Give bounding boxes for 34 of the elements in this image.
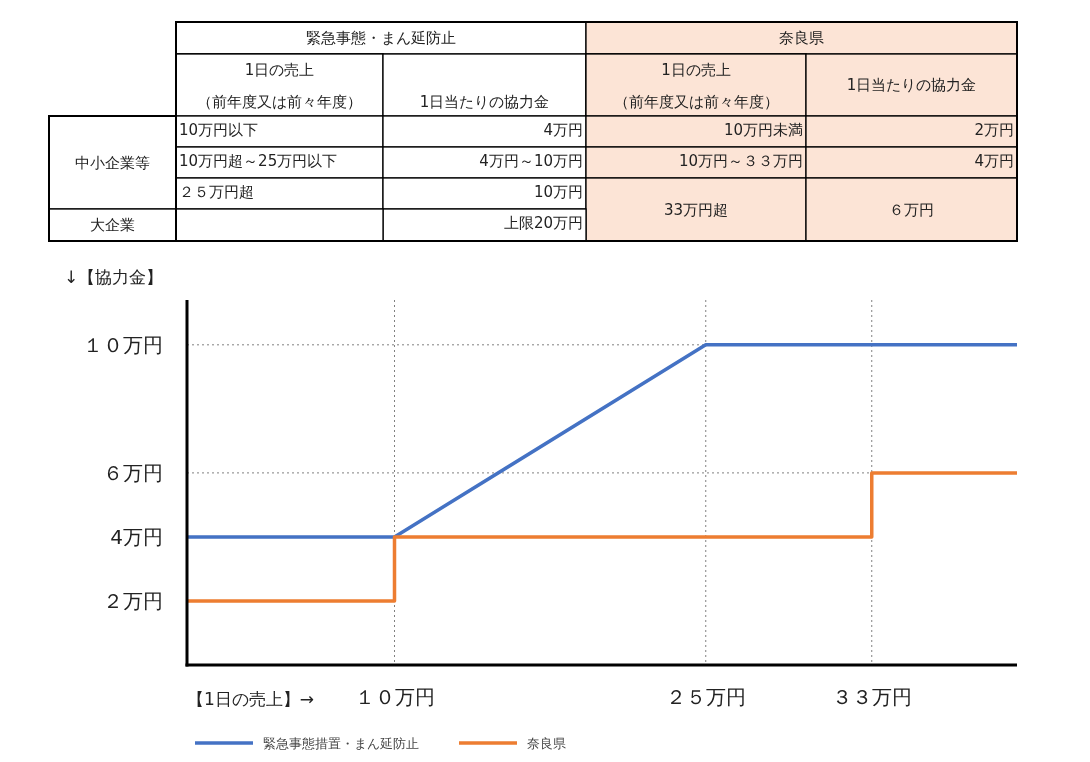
text: 10万円未満: [723, 121, 803, 139]
text: 4万円: [543, 121, 583, 139]
text: 大企業: [90, 216, 135, 234]
text: 上限20万円: [503, 214, 583, 232]
y-tick-label: １０万円: [83, 332, 163, 357]
text: 1日当たりの協力金: [846, 76, 977, 94]
text: 10万円超～25万円以下: [179, 152, 338, 170]
legend-label: 奈良県: [527, 735, 566, 751]
text: ６万円: [889, 200, 934, 219]
text: 4万円～10万円: [479, 152, 583, 170]
text: 緊急事態・まん延防止: [306, 29, 456, 47]
x-axis-title: 【1日の売上】→: [187, 689, 315, 709]
x-tick-label: ３３万円: [831, 685, 912, 709]
text: 10万円～３３万円: [678, 152, 803, 170]
text: 1日当たりの協力金: [419, 93, 550, 111]
text: （前年度又は前々年度）: [197, 93, 362, 111]
x-tick-label: ２５万円: [665, 685, 746, 709]
text: 2万円: [974, 121, 1014, 139]
text: 4万円: [974, 152, 1014, 170]
y-tick-label: ６万円: [103, 460, 163, 485]
text: 33万円超: [663, 200, 729, 219]
x-tick-label: １０万円: [354, 685, 435, 709]
text: 1日の売上: [244, 61, 315, 79]
text: 奈良県: [779, 29, 824, 47]
y-tick-label: 4万円: [110, 524, 163, 549]
text: ２５万円超: [179, 183, 254, 201]
y-tick-label: ２万円: [103, 588, 163, 613]
text: （前年度又は前々年度）: [613, 93, 779, 111]
y-axis-title: ↓【協力金】: [64, 267, 164, 287]
legend-label: 緊急事態措置・まん延防止: [263, 735, 419, 751]
text: 10万円: [533, 183, 583, 201]
text: 中小企業等: [75, 153, 150, 172]
text: 10万円以下: [179, 121, 259, 139]
text: 1日の売上: [661, 61, 731, 79]
